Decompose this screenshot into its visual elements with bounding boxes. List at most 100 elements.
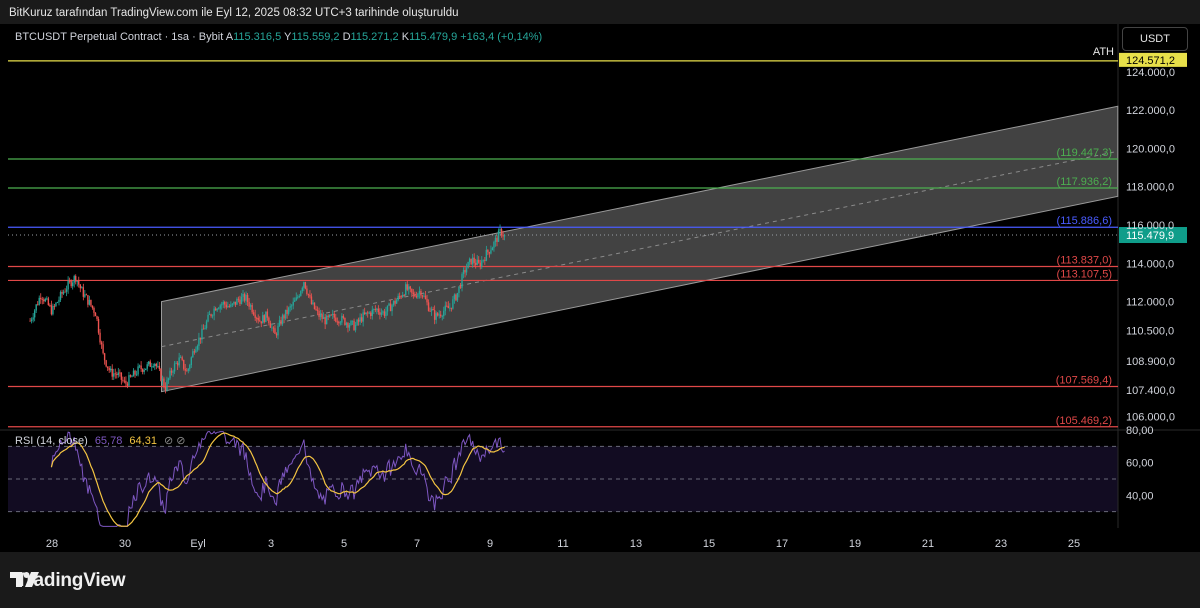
candle-body: [155, 363, 158, 367]
price-tick-label: 118.000,0: [1126, 182, 1174, 194]
level-label-r1: (119.447,3): [1057, 147, 1112, 159]
candle-body: [75, 276, 77, 282]
candle-body: [307, 294, 310, 295]
candle-body: [53, 305, 56, 307]
ohlc-legend: BTCUSDT Perpetual Contract · 1sa · Bybit…: [15, 31, 542, 43]
candle-body: [202, 328, 205, 330]
time-tick-label: 28: [46, 538, 58, 550]
candle-body: [106, 366, 109, 368]
tradingview-logo-icon: [10, 572, 39, 587]
candle-body: [134, 370, 136, 375]
candle-body: [178, 357, 180, 366]
candle-body: [55, 302, 57, 307]
candle-body: [321, 314, 323, 319]
candle-body: [443, 310, 445, 317]
candle-body: [62, 291, 65, 294]
candle-body: [239, 299, 241, 304]
hide-icon[interactable]: ⊘: [164, 435, 174, 447]
candle-body: [103, 353, 106, 361]
candle-body: [353, 320, 355, 331]
candle-body: [163, 378, 165, 387]
candle-body: [362, 312, 364, 322]
price-chart-svg[interactable]: (119.447,3) (117.936,2) (115.886,6) (113.83…: [0, 0, 1200, 552]
candle-body: [294, 300, 296, 302]
candle-body: [406, 284, 408, 290]
hide-icon[interactable]: ⊘: [176, 435, 186, 447]
caption-bar: BitKuruz tarafından TradingView.com ile …: [0, 0, 1200, 24]
time-tick-label: 9: [487, 538, 493, 550]
candle-body: [363, 312, 366, 315]
candle-body: [444, 305, 446, 311]
rsi-tick-label: 80,00: [1126, 425, 1154, 437]
candle-body: [432, 308, 434, 311]
price-tick-label: 112.000,0: [1126, 297, 1174, 309]
candle-body: [382, 311, 384, 313]
candle-body: [370, 312, 372, 316]
time-tick-label: 19: [849, 538, 861, 550]
candle-body: [99, 332, 101, 343]
price-tick-label: 106.000,0: [1126, 412, 1175, 424]
candle-body: [471, 257, 474, 265]
candle-body: [287, 307, 290, 314]
candle-body: [41, 299, 43, 300]
candle-body: [322, 317, 325, 319]
candle-body: [464, 269, 466, 273]
candle-body: [484, 259, 486, 261]
candle-body: [47, 298, 50, 306]
candle-body: [344, 317, 346, 325]
candle-body: [436, 313, 439, 316]
candle-body: [193, 351, 196, 353]
candle-body: [284, 309, 287, 319]
candle-body: [462, 269, 465, 275]
candle-body: [298, 295, 300, 297]
candle-body: [418, 291, 421, 294]
candle-body: [430, 308, 433, 312]
price-tick-label: 107.400,0: [1126, 385, 1175, 397]
close-label: K: [401, 31, 410, 43]
currency-button[interactable]: USDT: [1122, 27, 1188, 51]
tradingview-logo[interactable]: TradingView: [10, 570, 126, 592]
candle-body: [292, 301, 294, 306]
candle-body: [283, 315, 285, 319]
candle-body: [497, 230, 500, 242]
candle-body: [310, 296, 313, 305]
candle-body: [424, 295, 427, 300]
candle-body: [40, 297, 42, 300]
candle-body: [58, 299, 60, 303]
candle-body: [170, 370, 173, 373]
candle-body: [117, 372, 120, 376]
close-value: 115.479,9: [409, 31, 458, 43]
candle-body: [84, 294, 86, 297]
candle-body: [503, 235, 506, 237]
rsi-legend-label: RSI (14, close): [15, 435, 88, 447]
level-label-s1: (113.837,0): [1057, 254, 1112, 266]
candle-body: [371, 309, 373, 316]
candle-body: [94, 312, 97, 317]
candle-body: [325, 315, 328, 325]
rsi-ma-legend-value: 64,31: [129, 435, 157, 447]
time-tick-label: 23: [995, 538, 1007, 550]
candle-body: [377, 308, 380, 313]
candle-body: [487, 249, 489, 253]
candle-body: [192, 351, 194, 358]
candle-body: [409, 286, 412, 289]
candle-body: [412, 292, 415, 295]
candle-body: [161, 378, 164, 381]
candle-body: [397, 295, 399, 301]
candle-body: [141, 369, 144, 372]
candle-body: [262, 315, 264, 324]
candle-body: [315, 309, 317, 310]
time-tick-label: 21: [922, 538, 934, 550]
candle-body: [64, 291, 66, 293]
candle-body: [395, 300, 398, 304]
candle-body: [500, 229, 503, 236]
level-label-s3: (107.569,4): [1056, 375, 1112, 387]
candle-body: [243, 294, 246, 301]
candle-body: [405, 284, 407, 296]
candle-body: [449, 307, 451, 309]
candle-body: [494, 237, 497, 242]
candle-body: [330, 314, 332, 316]
candle-body: [269, 323, 272, 328]
candle-body: [252, 312, 255, 315]
candle-body: [379, 312, 381, 315]
